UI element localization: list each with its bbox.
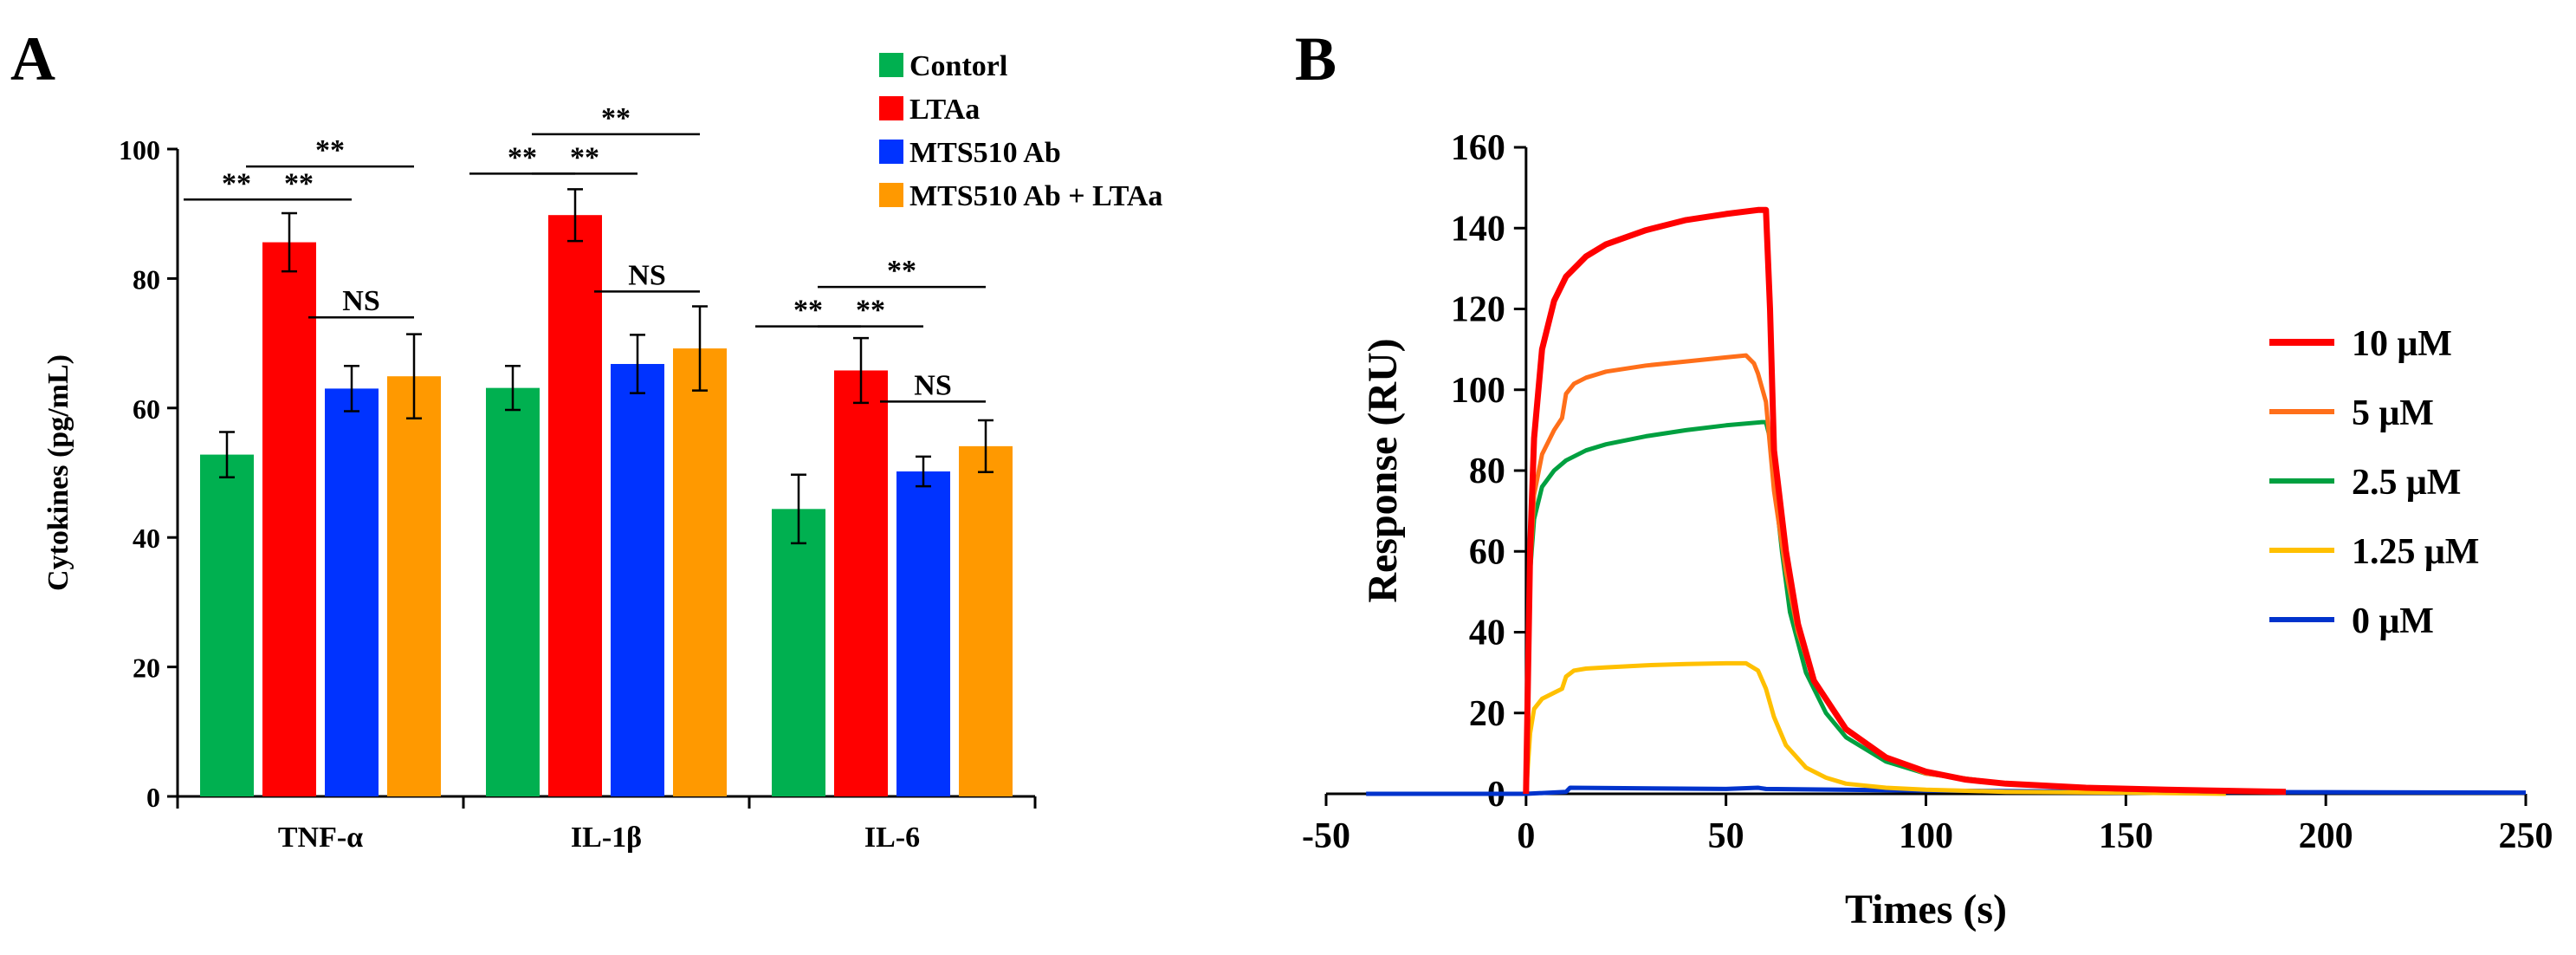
bar (262, 242, 316, 796)
legend-label: Contorl (909, 50, 1007, 82)
significance-label: ** (570, 141, 599, 173)
bar (611, 364, 664, 796)
significance-label: ** (601, 102, 631, 134)
legend-label: MTS510 Ab (909, 137, 1061, 169)
panel-label-b: B (1295, 24, 1337, 94)
significance-label: NS (914, 369, 951, 401)
y-tick-label: 20 (133, 653, 160, 684)
y-tick-label: 80 (1469, 452, 1505, 491)
series-line (1523, 206, 2287, 796)
significance-label: ** (315, 134, 345, 166)
x-tick-label: TNF-α (278, 822, 363, 854)
significance-label: ** (887, 255, 916, 287)
y-tick-label: 0 (146, 782, 160, 813)
x-tick-label: IL-6 (864, 822, 920, 854)
bar (772, 509, 825, 796)
bar (959, 445, 1013, 796)
significance-label: ** (793, 295, 823, 327)
y-tick-label: 80 (133, 263, 160, 295)
x-tick-label: 150 (2099, 816, 2153, 856)
series-line (1524, 419, 2226, 795)
series-line (1524, 660, 2226, 796)
bar (834, 370, 888, 796)
significance-label: ** (222, 167, 251, 199)
legend-label: 0 μM (2352, 601, 2434, 641)
y-tick-label: 60 (1469, 532, 1505, 572)
x-axis-title: Times (s) (1845, 887, 2007, 932)
y-tick-label: 140 (1451, 209, 1505, 249)
bar (673, 348, 727, 796)
legend-swatch (879, 140, 903, 164)
bar (486, 387, 540, 796)
significance-label: ** (856, 295, 885, 327)
x-tick-label: 200 (2299, 816, 2353, 856)
bar (325, 388, 379, 796)
panel-label-a: A (10, 24, 55, 94)
legend-swatch (879, 96, 903, 120)
significance-label: NS (342, 285, 379, 317)
legend-swatch (879, 53, 903, 77)
legend-label: 1.25 μM (2352, 532, 2479, 572)
bar-chart-cytokines: 0 20 40 60 80 100 Cytokines (pg/mL) TNF-α IL-1β I… (42, 50, 1162, 854)
legend-label: 10 μM (2352, 324, 2452, 364)
legend-label: 2.5 μM (2352, 463, 2461, 503)
x-tick-label: -50 (1302, 816, 1350, 856)
y-tick-label: 160 (1451, 128, 1505, 168)
significance-label: ** (508, 141, 537, 173)
legend-label: MTS510 Ab + LTAa (909, 180, 1162, 212)
legend-label: 5 μM (2352, 393, 2434, 433)
y-tick-label: 40 (1469, 614, 1505, 653)
y-tick-label: 120 (1451, 290, 1505, 330)
significance-label: ** (284, 167, 314, 199)
x-tick-label: 50 (1708, 816, 1744, 856)
y-tick-label: 60 (133, 393, 160, 425)
line-chart-response: -50 0 50 100 150 200 250020406080100120140160T… (1302, 128, 2553, 932)
significance-label: NS (628, 259, 665, 291)
y-tick-label: 100 (119, 134, 160, 166)
bar (200, 454, 254, 796)
bar (387, 376, 441, 796)
legend-label: LTAa (909, 94, 980, 126)
bar (896, 471, 950, 796)
y-axis-title: Cytokines (pg/mL) (42, 354, 74, 591)
bar (548, 215, 602, 797)
x-tick-label: IL-1β (571, 822, 642, 854)
x-tick-label: 250 (2499, 816, 2553, 856)
y-tick-label: 100 (1451, 371, 1505, 411)
series-line (1524, 353, 2226, 795)
legend-swatch (879, 183, 903, 207)
y-tick-label: 40 (133, 523, 160, 554)
y-tick-label: 20 (1469, 694, 1505, 734)
x-tick-label: 0 (1517, 816, 1535, 856)
y-axis-title: Response (RU) (1360, 338, 1406, 602)
x-tick-label: 100 (1899, 816, 1953, 856)
